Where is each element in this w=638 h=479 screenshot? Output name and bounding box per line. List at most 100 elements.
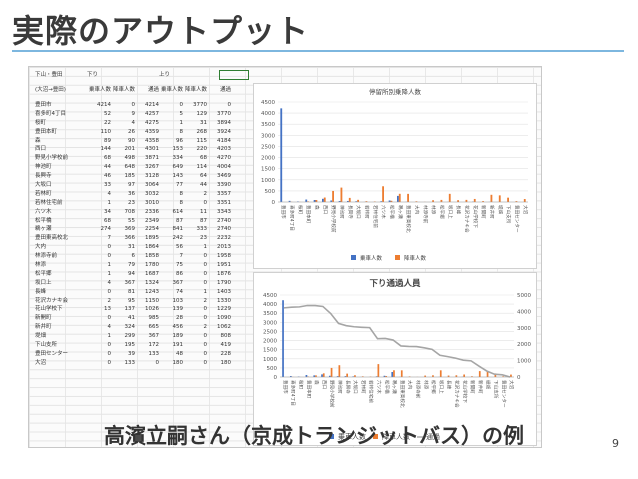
bar-alighting [510, 374, 512, 377]
table-row[interactable]: 林添寺前 0 6 1858 7 0 1958 [35, 252, 235, 261]
table-row[interactable]: 森 89 90 4358 96 115 4184 [35, 137, 235, 146]
value-cell: 808 [220, 333, 232, 340]
table-row[interactable]: 西口 144 201 4301 153 220 4203 [35, 145, 235, 154]
value-cell: 242 [172, 235, 184, 242]
bar-alighting [498, 195, 501, 202]
value-cell: 153 [172, 146, 184, 153]
selected-cell[interactable] [219, 70, 249, 80]
value-cell: 3357 [217, 190, 231, 197]
stop-name-cell: 若林町 [35, 190, 52, 197]
value-cell: 4004 [217, 164, 231, 171]
x-tick-label: 林添寺前 [415, 380, 422, 399]
bar-alighting [432, 200, 434, 202]
value-cell: 1 [107, 333, 112, 340]
table-row[interactable]: 大沼 0 133 0 180 0 180 [35, 359, 235, 368]
x-tick-label: 新井町 [489, 205, 496, 219]
value-cell: 3032 [145, 190, 159, 197]
value-cell: 4358 [145, 137, 159, 144]
x-tick-label: 野見小学校前 [329, 380, 336, 408]
table-row[interactable]: 豊田本町 110 26 4359 8 268 3924 [35, 128, 235, 137]
value-cell: 419 [220, 342, 232, 349]
table-row[interactable]: 長興寺 46 185 3128 143 64 3469 [35, 172, 235, 181]
table-row[interactable]: 松平郷 1 94 1687 86 0 1876 [35, 270, 235, 279]
table-header-sub: (大沼→豊田) 乗車人数 降車人数 通過 乗車人数 降車人数 通過 [35, 86, 235, 95]
value-cell: 4301 [145, 146, 159, 153]
table-row[interactable]: 若林町 4 36 3032 8 2 3357 [35, 190, 235, 199]
table-row[interactable]: 堤畑 1 299 367 189 0 808 [35, 332, 235, 341]
table-row[interactable]: 大坂口 33 97 3064 77 44 3390 [35, 181, 235, 190]
x-tick-label: 堤畑 [485, 380, 492, 390]
table-row[interactable]: 大内 0 31 1864 56 1 2013 [35, 243, 235, 252]
bar-alighting [447, 375, 450, 377]
value-cell: 1 [179, 119, 184, 126]
bar-alighting [465, 199, 468, 202]
value-cell: 46 [104, 173, 111, 180]
table-row[interactable]: 松平橋 68 55 2349 87 87 2740 [35, 217, 235, 226]
header-board-down: 乗車人数 [88, 87, 111, 93]
stop-name-cell: 林添 [35, 262, 47, 269]
chart-title: 下り通過人員 [369, 278, 421, 289]
value-cell: 33 [104, 182, 111, 189]
table-row[interactable]: 鵜ヶ瀬 274 369 2254 841 333 2740 [35, 225, 235, 234]
y2-tick-label: 3000 [517, 326, 531, 332]
value-cell: 55 [128, 217, 135, 224]
value-cell: 0 [227, 102, 232, 108]
table-row[interactable]: 神池町 44 648 3267 649 114 4004 [35, 163, 235, 172]
value-cell: 3267 [145, 164, 159, 171]
table-row[interactable]: 豊田東高校北 7 366 1895 242 23 2232 [35, 234, 235, 243]
value-cell: 1876 [217, 270, 231, 277]
table-row[interactable]: 下山支所 0 195 172 191 0 419 [35, 341, 235, 350]
value-cell: 13 [104, 306, 111, 313]
bar-alighting [455, 375, 458, 377]
table-row[interactable]: 若林住宅前 1 23 3010 8 0 3351 [35, 199, 235, 208]
value-cell: 133 [148, 350, 160, 357]
value-cell: 648 [124, 164, 136, 171]
table-row[interactable]: 坂口上 4 367 1324 367 0 1790 [35, 279, 235, 288]
table-row[interactable]: 新開町 0 41 985 28 0 1090 [35, 314, 235, 323]
chart-passing-count-svg: 下り通過人員 0 500 1000 1500 2000 2500 3000 3500 4000 45… [263, 278, 531, 441]
stop-name-cell: 林添寺前 [35, 253, 58, 260]
legend-swatch [329, 434, 334, 439]
table-row[interactable]: 花山学校下 13 137 1026 139 0 1229 [35, 305, 235, 314]
table-row[interactable]: 長峰 0 81 1243 74 1 1403 [35, 288, 235, 297]
table-row[interactable]: 花沢カナキ会 2 95 1150 103 2 1330 [35, 297, 235, 306]
table-row[interactable]: 野見小学校前 68 498 3871 334 68 4270 [35, 154, 235, 163]
value-cell: 4203 [217, 146, 231, 153]
header-pass-down: 通過 [147, 87, 159, 93]
value-cell: 324 [124, 324, 136, 331]
x-tick-label: 豊田市 [282, 380, 289, 394]
value-cell: 1858 [145, 253, 159, 260]
value-cell: 191 [172, 342, 184, 349]
value-cell: 2 [203, 324, 208, 331]
table-row[interactable]: 豊田センター 0 39 133 48 0 228 [35, 350, 235, 359]
value-cell: 110 [100, 128, 112, 135]
bar-alighting [471, 376, 473, 377]
value-cell: 665 [148, 324, 160, 331]
value-cell: 1 [107, 199, 112, 206]
table-row[interactable]: 桜町 22 4 4275 1 31 3894 [35, 119, 235, 128]
table-body: 豊田市 4214 0 4214 0 3770 0 喜多町4丁目 52 9 4257 5 129 3770 桜… [35, 101, 235, 368]
bar-alighting [400, 370, 403, 377]
table-row[interactable]: 林添 1 79 1780 75 0 1951 [35, 261, 235, 270]
bar-boarding [336, 376, 339, 377]
bar-boarding [305, 374, 308, 377]
table-row[interactable]: 新井町 4 324 665 456 2 1062 [35, 323, 235, 332]
stop-name-cell: 花沢カナキ会 [35, 297, 69, 304]
bar-alighting [523, 199, 526, 202]
table-row[interactable]: 喜多町4丁目 52 9 4257 5 129 3770 [35, 110, 235, 119]
value-cell: 3770 [193, 102, 207, 108]
value-cell: 3871 [145, 155, 159, 162]
value-cell: 0 [107, 253, 112, 260]
value-cell: 1062 [217, 324, 231, 331]
table-row[interactable]: 六ツ木 34 708 2336 614 11 3343 [35, 208, 235, 217]
x-tick-label: 坂口上 [447, 205, 454, 219]
table-row[interactable]: 豊田市 4214 0 4214 0 3770 0 [35, 101, 235, 110]
x-tick-label: 豊田本町 [305, 380, 312, 399]
value-cell: 64 [200, 173, 207, 180]
bar-alighting [473, 198, 476, 202]
x-tick-label: 鵜ヶ瀬 [391, 380, 398, 394]
bar-alighting [478, 371, 481, 377]
value-cell: 2013 [217, 244, 231, 251]
value-cell: 366 [124, 235, 136, 242]
value-cell: 3343 [217, 208, 231, 215]
